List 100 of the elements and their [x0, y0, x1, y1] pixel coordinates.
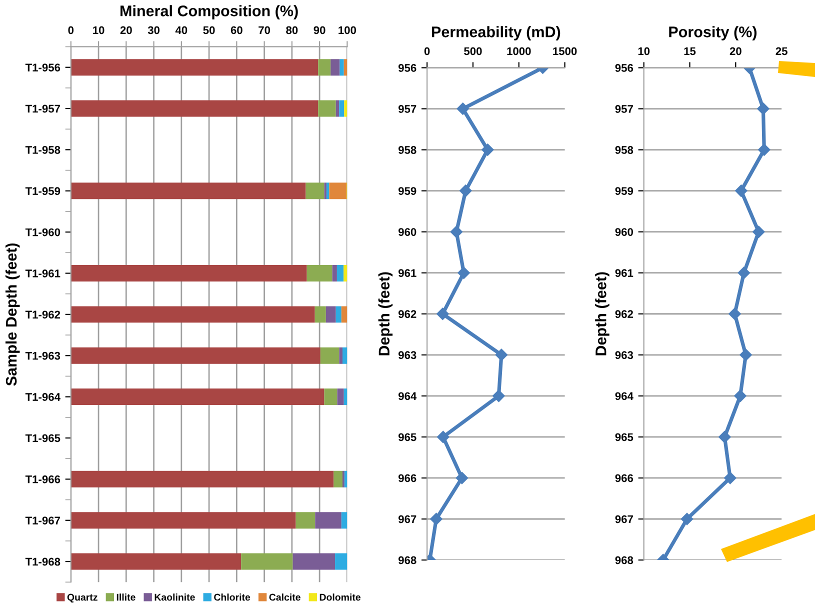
y-tick-label: 966: [615, 474, 634, 482]
chart-title: Mineral Composition (%): [120, 5, 298, 20]
point: [430, 512, 442, 526]
point: [724, 472, 736, 484]
chart-title: Permeability (mD): [432, 26, 560, 40]
bar: [330, 59, 340, 76]
y-tick-label: 968: [398, 556, 416, 564]
bar: [70, 100, 318, 117]
legend-label: Dolomite: [320, 594, 360, 601]
y-axis-title: Depth (feet): [378, 272, 393, 356]
y-tick-label: T1-956: [25, 64, 60, 72]
bar: [344, 470, 348, 488]
bar: [70, 553, 242, 570]
y-tick-label: T1-967: [25, 516, 60, 524]
point: [436, 308, 449, 320]
y-tick-label: 967: [615, 515, 633, 524]
bar: [70, 182, 306, 200]
bar: [341, 512, 348, 529]
bar: [335, 553, 348, 570]
x-tick-label: 10: [638, 47, 650, 56]
x-tick-label: 90: [314, 26, 326, 34]
y-tick-label: T1-968: [25, 558, 60, 566]
x-tick-label: 1500: [553, 47, 577, 56]
bar: [70, 306, 315, 323]
bar: [70, 347, 320, 364]
bar: [296, 512, 316, 529]
x-tick-label: 1000: [507, 47, 531, 56]
bar: [292, 553, 336, 570]
point: [680, 512, 694, 526]
y-axis-title: Sample Depth (feet): [5, 243, 20, 386]
y-tick-label: T1-965: [25, 434, 60, 442]
x-tick-label: 50: [203, 26, 215, 34]
point: [456, 102, 469, 115]
y-tick-label: 963: [398, 351, 416, 360]
y-tick-label: 965: [398, 433, 416, 442]
x-tick-label: 30: [148, 26, 160, 34]
bar: [306, 265, 332, 282]
point: [492, 390, 505, 402]
y-tick-label: 965: [615, 433, 634, 442]
bar: [344, 100, 348, 117]
x-tick-label: 15: [684, 47, 696, 56]
x-tick-label: 0: [424, 47, 430, 56]
point: [740, 348, 752, 361]
x-tick-label: 100: [338, 26, 356, 34]
bar: [70, 388, 324, 406]
point: [456, 472, 468, 484]
point: [495, 348, 508, 361]
point: [437, 430, 450, 444]
legend-label: Chlorite: [214, 594, 250, 601]
bar: [334, 470, 342, 488]
y-tick-label: 958: [398, 146, 416, 154]
y-tick-label: 960: [615, 228, 633, 236]
bar: [326, 306, 336, 323]
y-tick-label: T1-962: [25, 310, 60, 319]
bar: [336, 306, 342, 323]
y-tick-label: 964: [398, 392, 417, 400]
bar: [70, 470, 334, 488]
bar: [314, 306, 326, 323]
x-tick-label: 70: [258, 26, 270, 34]
point: [734, 390, 746, 402]
x-tick-label: 0: [68, 26, 74, 34]
y-tick-label: 967: [398, 515, 416, 524]
y-tick-label: 962: [615, 310, 633, 318]
y-tick-label: 958: [615, 146, 634, 154]
point: [757, 102, 770, 115]
y-tick-label: 960: [398, 228, 416, 236]
y-tick-label: T1-961: [25, 270, 60, 278]
y-tick-label: 957: [615, 105, 633, 113]
bar: [339, 347, 342, 364]
bar: [241, 553, 293, 570]
y-tick-label: 968: [615, 556, 634, 564]
x-tick-label: 500: [464, 47, 482, 56]
point: [758, 144, 770, 156]
legend-label: Calcite: [269, 594, 300, 601]
y-tick-label: 959: [615, 187, 634, 195]
bar: [315, 512, 342, 529]
y-tick-label: 964: [615, 392, 634, 400]
bar: [70, 59, 318, 76]
legend-label: Quartz: [67, 594, 98, 602]
bar: [339, 100, 344, 117]
bar: [337, 388, 344, 406]
bar: [70, 265, 307, 282]
y-tick-label: T1-966: [25, 475, 60, 484]
bar: [329, 182, 347, 200]
bar: [342, 347, 348, 364]
point: [482, 144, 494, 156]
y-tick-label: 961: [398, 269, 416, 277]
y-tick-label: T1-963: [25, 352, 60, 360]
y-tick-label: 957: [398, 105, 416, 113]
x-tick-label: 20: [120, 26, 132, 34]
point: [718, 430, 731, 444]
point: [460, 184, 472, 197]
legend-label: Illite: [116, 594, 136, 601]
bar: [320, 347, 340, 364]
y-tick-label: 963: [615, 351, 634, 360]
point: [450, 226, 463, 238]
y-tick-label: 956: [615, 64, 634, 72]
x-tick-label: 60: [230, 26, 242, 34]
point: [728, 308, 741, 320]
y-tick-label: 966: [398, 474, 416, 482]
